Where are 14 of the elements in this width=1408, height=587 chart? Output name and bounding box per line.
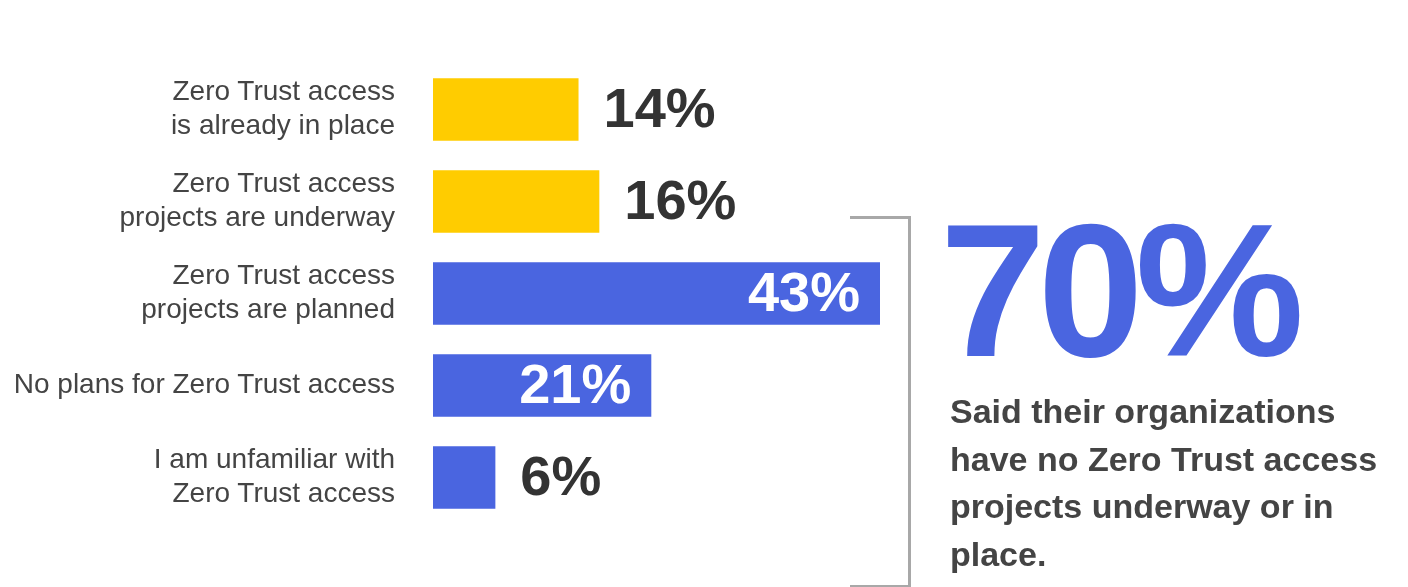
y-tick-label: I am unfamiliar with Zero Trust access [153, 443, 395, 508]
y-tick-label: No plans for Zero Trust access [13, 368, 395, 400]
data-label: 43% [747, 259, 860, 323]
y-tick-label: Zero Trust access is already in place [170, 75, 395, 141]
bar [433, 262, 880, 325]
y-tick-label: Zero Trust access projects are planned [141, 259, 395, 325]
bar [433, 170, 600, 233]
data-label: 16% [624, 167, 737, 231]
bar [433, 446, 496, 509]
data-label: 21% [519, 351, 632, 415]
data-label: 14% [603, 76, 716, 140]
bar [433, 78, 579, 141]
data-label: 6% [520, 443, 602, 507]
y-tick-label: Zero Trust access projects are underway [119, 167, 395, 233]
